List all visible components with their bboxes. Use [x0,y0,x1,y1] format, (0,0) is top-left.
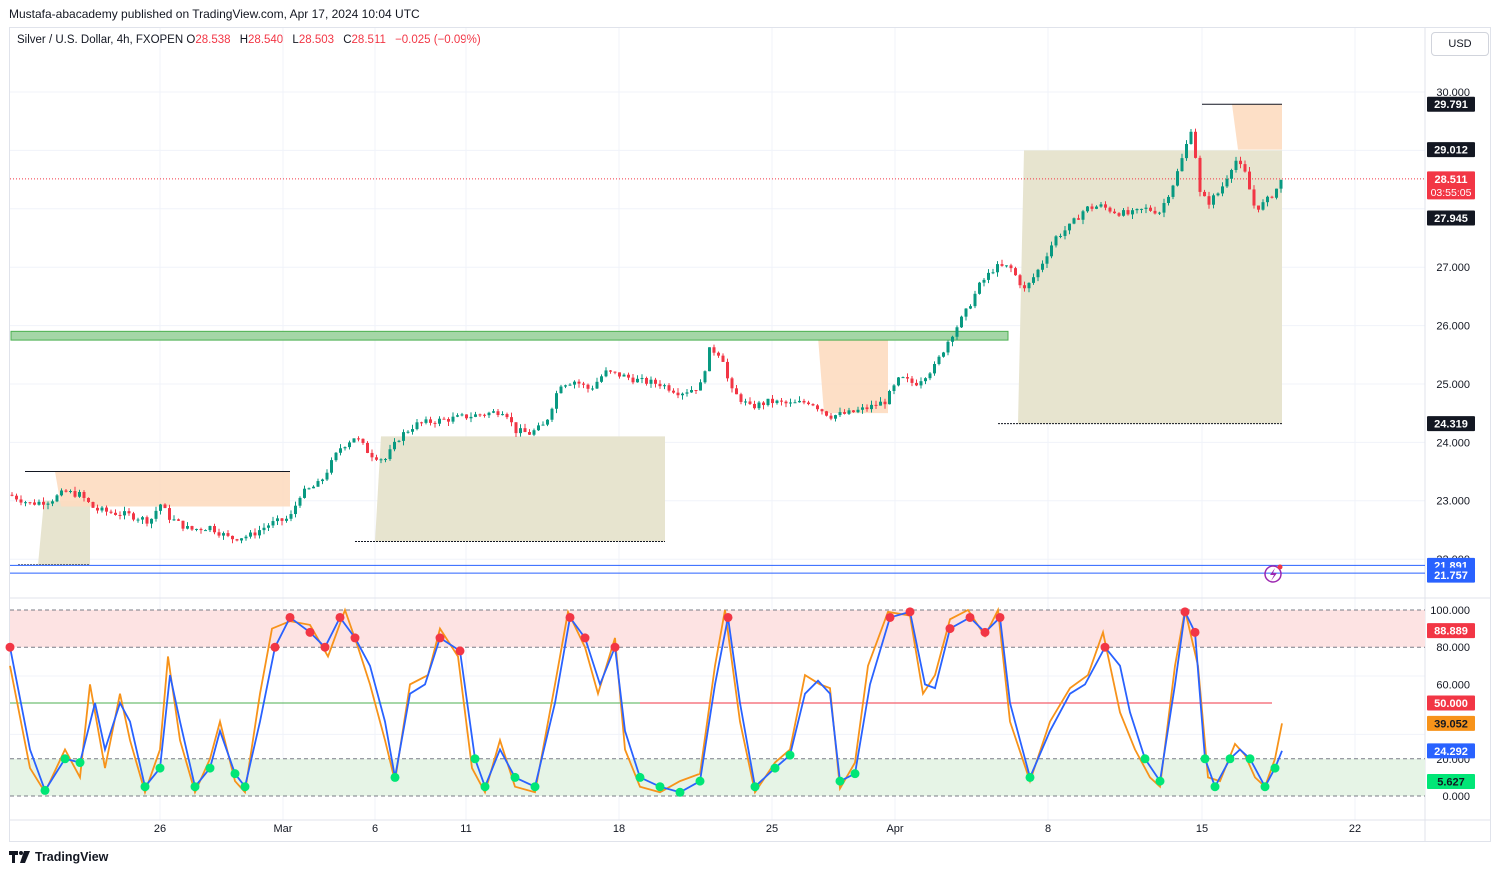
symbol-name: Silver / U.S. Dollar, 4h, FXOPEN [17,34,184,46]
published-caption: Mustafa-abacademy published on TradingVi… [9,7,420,21]
chart-frame [9,27,1491,842]
symbol-legend: Silver / U.S. Dollar, 4h, FXOPEN O28.538… [17,34,487,46]
low-value: 28.503 [298,34,335,46]
close-label: C [343,34,352,46]
high-value: 28.540 [248,34,284,46]
tradingview-logo-icon [9,851,30,863]
currency-button[interactable]: USD [1431,32,1489,56]
change-value: −0.025 (−0.09%) [395,34,481,46]
close-value: 28.511 [351,34,386,46]
footer-brand-text: TradingView [35,850,109,864]
open-label: O [186,34,196,46]
open-value: 28.538 [195,34,231,46]
low-label: L [292,34,299,46]
high-label: H [239,34,249,46]
footer-brand: TradingView [9,850,108,864]
